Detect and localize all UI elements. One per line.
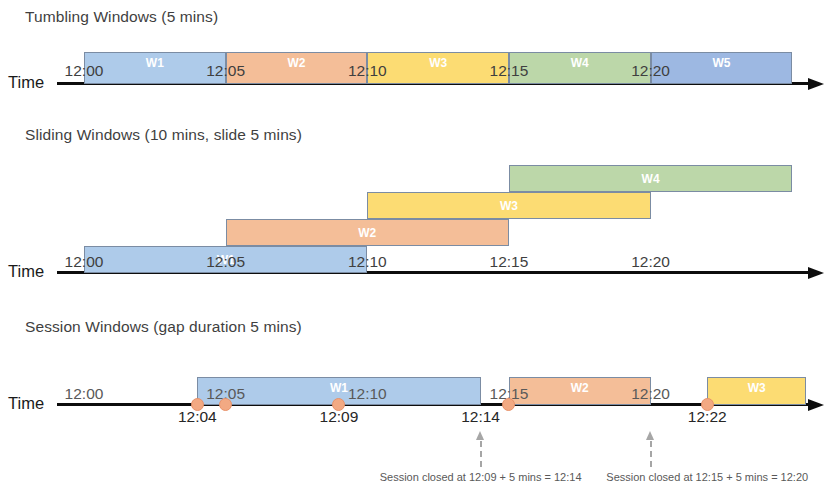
session-tick-label: 12:10 bbox=[335, 385, 399, 403]
session-session-close-arrow-icon bbox=[476, 431, 484, 440]
sliding-tick-label: 12:15 bbox=[477, 253, 541, 271]
session-axis-arrowhead-icon bbox=[808, 399, 824, 411]
session-tick-label: 12:00 bbox=[52, 385, 116, 403]
sliding-tick-label: 12:20 bbox=[619, 253, 683, 271]
tumbling-tick-label: 12:10 bbox=[335, 62, 399, 80]
sliding-tick-label: 12:05 bbox=[194, 253, 258, 271]
stream-windowing-diagram: Tumbling Windows (5 mins) Time W1 W2 W3 W4 W5 1… bbox=[0, 0, 829, 498]
session-event-time-label: 12:09 bbox=[304, 408, 374, 426]
sliding-axis-arrowhead-icon bbox=[808, 267, 824, 279]
tumbling-tick-label: 12:00 bbox=[52, 62, 116, 80]
tumbling-window-label-w4: W4 bbox=[550, 56, 610, 70]
session-session-close-annotation: Session closed at 12:15 + 5 mins = 12:20 bbox=[606, 471, 808, 483]
sliding-window-label-w3: W3 bbox=[479, 199, 539, 213]
sliding-tick-label: 12:00 bbox=[52, 253, 116, 271]
session-session-close-annotation: Session closed at 12:09 + 5 mins = 12:14 bbox=[380, 471, 582, 483]
sliding-time-axis-label: Time bbox=[8, 262, 44, 281]
tumbling-tick-label: 12:20 bbox=[619, 62, 683, 80]
tumbling-axis-arrowhead-icon bbox=[808, 78, 824, 90]
tumbling-window-label-w5: W5 bbox=[691, 56, 751, 70]
tumbling-section-title: Tumbling Windows (5 mins) bbox=[25, 8, 218, 26]
tumbling-time-axis-label: Time bbox=[8, 73, 44, 92]
session-session-close-arrow-icon bbox=[646, 431, 654, 440]
sliding-section-title: Sliding Windows (10 mins, slide 5 mins) bbox=[25, 126, 302, 144]
tumbling-window-label-w1: W1 bbox=[125, 56, 185, 70]
session-tick-label: 12:20 bbox=[619, 385, 683, 403]
tumbling-tick-label: 12:15 bbox=[477, 62, 541, 80]
session-section-title: Session Windows (gap duration 5 mins) bbox=[25, 318, 302, 336]
session-window-label-w3: W3 bbox=[727, 381, 787, 395]
session-session-close-arrow-line bbox=[480, 441, 482, 467]
session-event-time-label: 12:14 bbox=[446, 408, 516, 426]
sliding-window-label-w2: W2 bbox=[337, 226, 397, 240]
session-event-time-label: 12:04 bbox=[162, 408, 232, 426]
tumbling-window-label-w3: W3 bbox=[408, 56, 468, 70]
tumbling-window-label-w2: W2 bbox=[266, 56, 326, 70]
session-session-close-arrow-line bbox=[650, 441, 652, 467]
session-event-time-label: 12:22 bbox=[672, 408, 742, 426]
session-time-axis-label: Time bbox=[8, 394, 44, 413]
sliding-window-label-w4: W4 bbox=[621, 172, 681, 186]
sliding-tick-label: 12:10 bbox=[335, 253, 399, 271]
tumbling-tick-label: 12:05 bbox=[194, 62, 258, 80]
session-window-label-w2: W2 bbox=[550, 381, 610, 395]
